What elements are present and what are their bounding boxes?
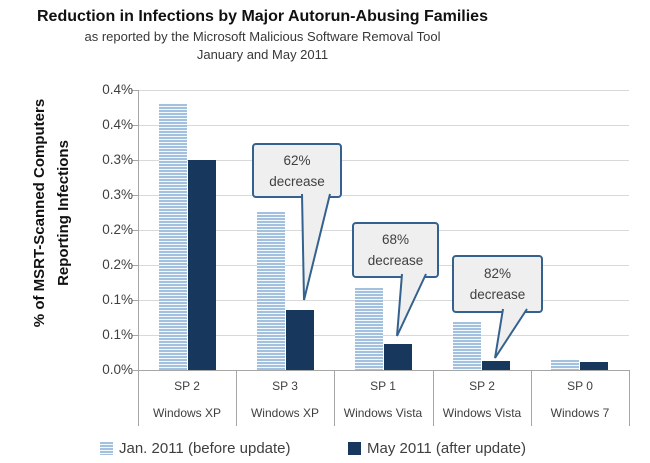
callout-text: 82% decrease [454, 263, 541, 305]
category-service-pack-label: SP 0 [567, 379, 593, 393]
callout-text: 62% decrease [254, 150, 340, 192]
callout-text: 68% decrease [354, 229, 437, 271]
x-axis-category: SP 0 Windows 7 [531, 370, 629, 426]
x-axis-line [132, 370, 629, 371]
y-tick-label: 0.0% [102, 362, 133, 377]
x-axis-category: SP 2 Windows Vista [433, 370, 531, 426]
y-axis-line [138, 90, 139, 370]
bar-may-windows-vista-sp-1 [384, 344, 412, 370]
y-tick-mark [132, 125, 138, 126]
callout-tail-fill [302, 194, 330, 300]
y-tick-label: 0.2% [102, 257, 133, 272]
y-axis-title-line2: Reporting Infections [55, 140, 72, 286]
callout-68pct-decrease: 68% decrease [352, 222, 439, 278]
y-gridline [138, 300, 629, 301]
y-tick-mark [132, 265, 138, 266]
legend: Jan. 2011 (before update) May 2011 (afte… [0, 440, 650, 458]
y-gridline [138, 90, 629, 91]
callout-line1: 68% [381, 232, 410, 247]
y-tick-label: 0.4% [102, 117, 133, 132]
bar-may-windows-xp-sp-2 [188, 160, 216, 370]
bar-may-windows-7-sp-0 [580, 362, 608, 370]
callout-line2: decrease [469, 287, 526, 302]
bar-jan-windows-xp-sp-3 [257, 212, 285, 370]
y-tick-label: 0.1% [102, 292, 133, 307]
bar-jan-windows-xp-sp-2 [159, 104, 187, 370]
legend-label-jan: Jan. 2011 (before update) [119, 440, 291, 457]
x-axis-category: SP 1 Windows Vista [334, 370, 432, 426]
category-os-label: Windows Vista [442, 406, 522, 420]
x-axis-category: SP 3 Windows XP [236, 370, 334, 426]
y-tick-label: 0.1% [102, 327, 133, 342]
chart-subtitle-line2: January and May 2011 [196, 47, 329, 62]
category-os-label: Windows Vista [343, 406, 423, 420]
category-service-pack-label: SP 1 [370, 379, 396, 393]
category-os-label: Windows XP [250, 406, 320, 420]
x-axis-category: SP 2 Windows XP [138, 370, 236, 426]
y-tick-mark [132, 335, 138, 336]
category-divider [433, 370, 434, 426]
y-gridline [138, 335, 629, 336]
category-os-label: Windows XP [152, 406, 222, 420]
callout-tail-border [301, 193, 331, 301]
category-divider [334, 370, 335, 426]
bar-may-windows-vista-sp-2 [482, 361, 510, 370]
y-tick-label: 0.3% [102, 187, 133, 202]
y-tick-mark [132, 160, 138, 161]
callout-62pct-decrease: 62% decrease [252, 143, 342, 198]
legend-swatch-jan-striped [100, 442, 113, 455]
legend-swatch-may-solid [348, 442, 361, 455]
y-tick-mark [132, 230, 138, 231]
callout-tail-border [494, 308, 528, 359]
callout-tail-fill [397, 274, 426, 336]
category-os-label: Windows 7 [550, 406, 610, 420]
y-tick-mark [132, 300, 138, 301]
callout-line2: decrease [269, 173, 325, 189]
chart-subtitle-line1: as reported by the Microsoft Malicious S… [84, 29, 441, 44]
callout-82pct-decrease: 82% decrease [452, 255, 543, 313]
y-tick-mark [132, 195, 138, 196]
category-divider [236, 370, 237, 426]
legend-label-may: May 2011 (after update) [367, 440, 526, 457]
y-axis-title: % of MSRT-Scanned Computers Reporting In… [28, 93, 76, 333]
category-divider [531, 370, 532, 426]
y-gridline [138, 125, 629, 126]
category-service-pack-label: SP 2 [469, 379, 495, 393]
callout-tail-border [396, 273, 427, 337]
y-tick-label: 0.4% [102, 82, 133, 97]
callout-line1: 62% [283, 152, 311, 168]
category-service-pack-label: SP 2 [174, 379, 200, 393]
callout-line2: decrease [367, 253, 424, 268]
bar-jan-windows-vista-sp-2 [453, 322, 481, 370]
y-tick-label: 0.2% [102, 222, 133, 237]
chart-title: Reduction in Infections by Major Autorun… [37, 8, 488, 25]
y-tick-label: 0.3% [102, 152, 133, 167]
callout-line1: 82% [483, 266, 512, 281]
y-axis-title-line1: % of MSRT-Scanned Computers [31, 98, 48, 328]
category-divider [138, 370, 139, 426]
y-gridline [138, 195, 629, 196]
y-tick-mark [132, 90, 138, 91]
callout-tail-fill [495, 309, 527, 358]
bar-jan-windows-vista-sp-1 [355, 288, 383, 370]
chart-header: Reduction in Infections by Major Autorun… [0, 6, 525, 64]
category-service-pack-label: SP 3 [272, 379, 298, 393]
y-gridline [138, 160, 629, 161]
bar-jan-windows-7-sp-0 [551, 360, 579, 370]
category-divider [629, 370, 630, 426]
bar-may-windows-xp-sp-3 [286, 310, 314, 370]
